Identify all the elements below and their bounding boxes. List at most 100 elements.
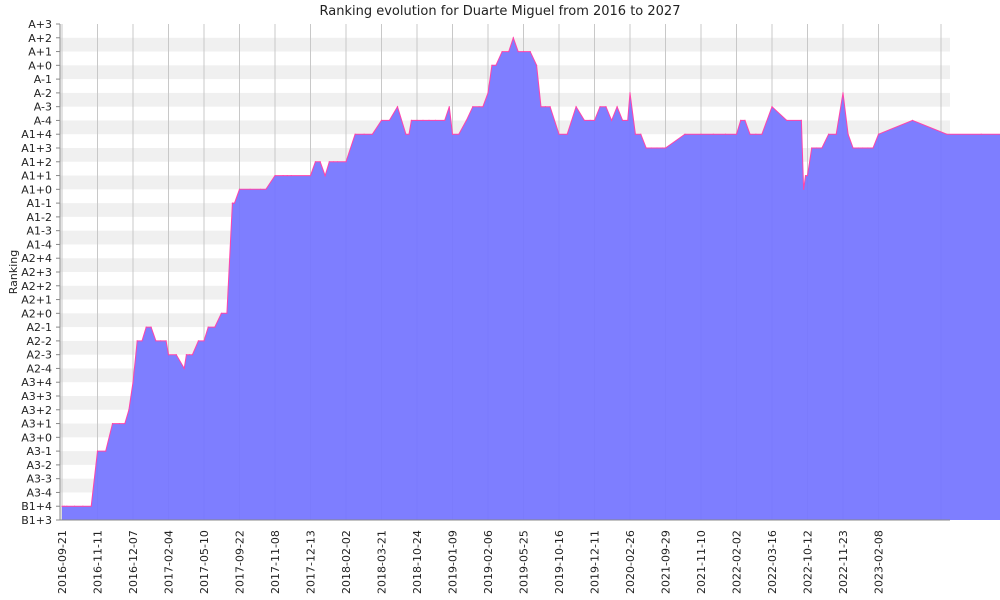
data-point [811,147,813,149]
data-point [495,64,497,66]
grid-band [60,37,950,52]
data-point [651,147,653,149]
y-tick-label: A2+2 [21,280,52,293]
data-point [544,106,547,108]
data-point [599,106,601,108]
data-point [700,133,702,135]
data-point [465,119,467,121]
x-tick-label: 2019-12-11 [589,530,602,594]
x-tick-label: 2017-12-13 [305,530,318,594]
data-point [274,175,276,177]
data-point [645,147,647,149]
data-point [877,133,880,135]
data-point [260,188,262,190]
y-tick-label: A2+1 [21,294,52,307]
data-point [508,51,510,53]
y-tick-label: A2+4 [21,252,52,265]
y-tick-label: A2-4 [27,362,53,375]
y-tick-label: A1+2 [21,156,52,169]
data-point [852,147,854,149]
data-point [821,147,823,149]
y-tick-label: B1+4 [21,500,52,513]
x-tick-label: 2022-02-02 [731,530,744,594]
data-point [862,147,864,149]
data-point [583,119,586,121]
x-tick-label: 2017-11-08 [269,530,282,594]
data-point [622,119,624,121]
y-tick-label: A+1 [28,46,52,59]
data-point [540,106,542,108]
x-tick-label: 2021-09-29 [660,530,673,594]
data-point [847,133,849,135]
data-point [472,106,474,108]
data-point [816,147,818,149]
y-tick-label: A3-2 [27,459,53,472]
data-point [214,326,216,328]
x-tick-label: 2016-09-21 [56,530,69,594]
data-point [478,106,480,108]
data-point [238,188,241,190]
data-point [611,119,613,121]
data-point [160,340,162,342]
data-point [185,354,187,356]
data-point [867,147,869,149]
data-point [63,505,65,507]
data-point [124,423,126,425]
x-tick-label: 2018-10-24 [411,530,424,594]
data-point [842,92,844,94]
x-tick-label: 2019-01-09 [447,530,460,594]
data-point [828,133,830,135]
data-point [656,147,658,149]
x-tick-label: 2017-05-10 [198,530,211,594]
y-tick-label: A3+0 [21,431,52,444]
data-point [627,119,629,121]
data-point [405,133,407,135]
data-point [522,51,525,53]
data-point [566,133,568,135]
y-tick-label: A3-3 [27,473,53,486]
data-point [512,37,514,39]
y-tick-label: A+2 [28,32,52,45]
data-point [593,119,596,121]
data-point [175,354,177,356]
x-tick-label: 2017-09-22 [234,530,247,594]
data-point [309,175,312,177]
data-point [207,326,209,328]
ranking-area-fill [62,37,1000,520]
data-point [451,133,454,135]
data-point [761,133,763,135]
data-point [337,161,339,163]
data-point [111,423,114,425]
data-point [73,505,76,507]
data-point [105,450,107,452]
y-tick-label: A3+4 [21,376,52,389]
y-tick-label: A1+3 [21,142,52,155]
data-point [549,106,551,108]
x-tick-label: 2016-12-07 [127,530,140,594]
x-tick-label: 2022-03-16 [766,530,779,594]
data-point [150,326,152,328]
data-point [145,326,147,328]
data-point [249,188,251,190]
data-point [749,133,751,135]
data-point [319,161,321,163]
data-point [90,505,92,507]
data-point [388,119,390,121]
data-point [640,133,642,135]
data-point [354,133,356,135]
y-tick-label: A3-4 [27,486,53,499]
data-point [282,175,284,177]
data-point [448,106,450,108]
x-tick-label: 2019-10-16 [553,530,566,594]
data-point [155,340,157,342]
y-tick-label: A3-1 [27,445,53,458]
y-tick-label: A1+4 [21,128,52,141]
data-point [806,175,809,177]
data-point [786,119,788,121]
data-point [661,147,664,149]
data-point [136,340,138,342]
x-tick-label: 2019-02-06 [482,530,495,594]
data-point [744,119,746,121]
data-point [434,119,436,121]
